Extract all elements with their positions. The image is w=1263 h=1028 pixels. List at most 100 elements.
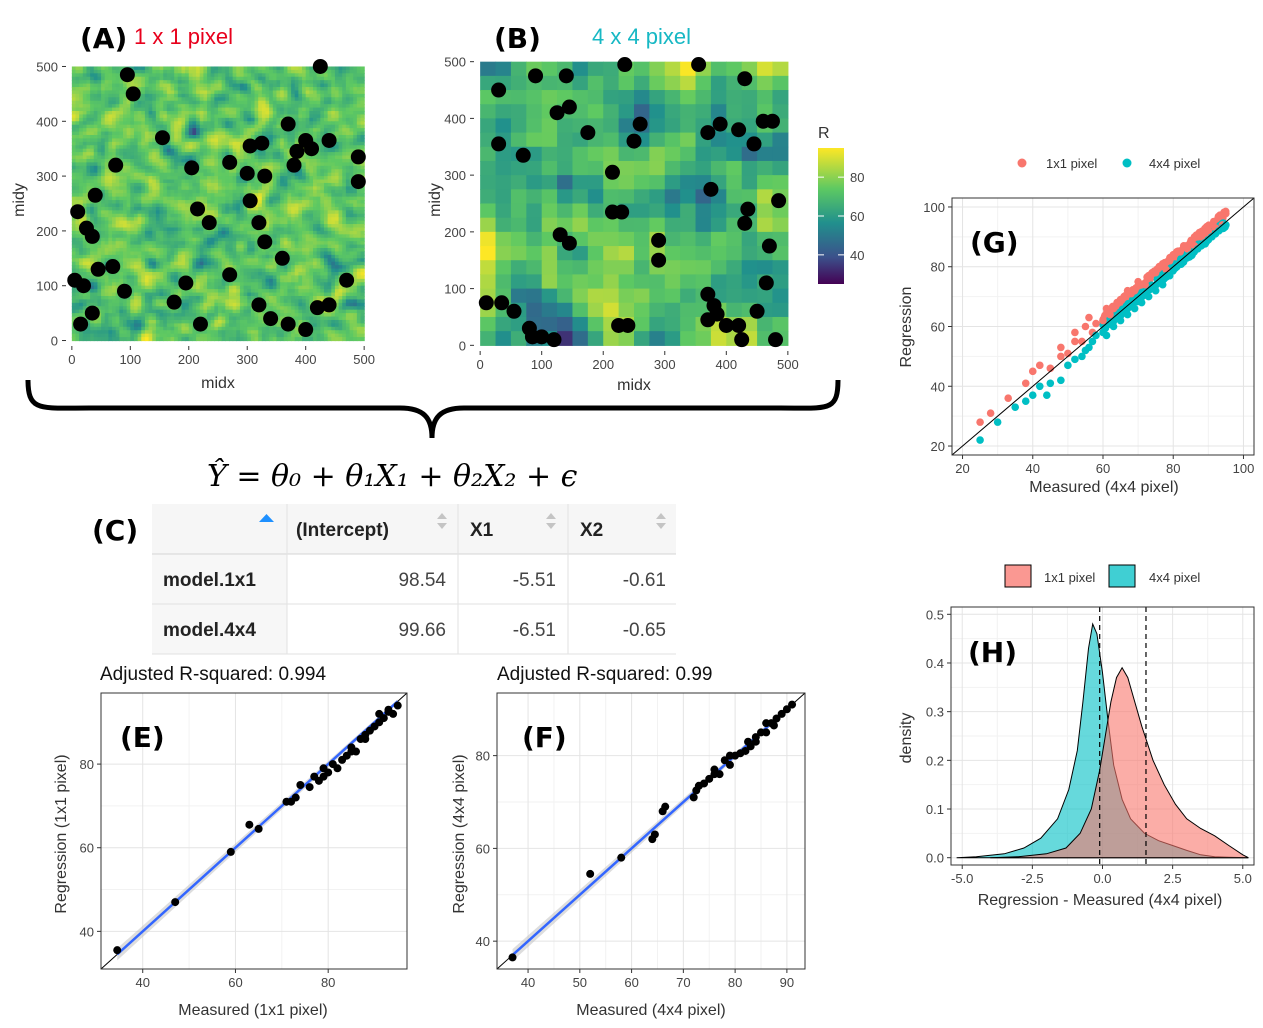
heat-cell [320, 158, 325, 163]
heat-cell [163, 73, 168, 78]
heat-cell [130, 141, 135, 146]
heat-cell [356, 220, 362, 225]
heat-cell [71, 248, 77, 253]
heat-cell [360, 104, 365, 109]
heat-cell [305, 224, 310, 229]
heat-cell [247, 206, 252, 211]
heat-cell [104, 196, 109, 201]
heat-cell [71, 193, 77, 198]
heat-cell [166, 224, 172, 229]
heat-cell [185, 237, 190, 242]
heat-cell [353, 83, 358, 88]
heat-cell [170, 179, 175, 184]
heat-cell [137, 254, 142, 259]
heat-cell [152, 93, 157, 98]
heat-cell [86, 66, 91, 71]
heat-cell [163, 93, 168, 98]
heat-cell [108, 93, 113, 98]
heat-cell [356, 261, 362, 266]
heat-cell [218, 213, 223, 218]
heat-cell [137, 162, 142, 167]
heat-cell [247, 237, 252, 242]
heat-cell [247, 162, 252, 167]
heat-cell [177, 196, 183, 201]
heat-cell [261, 158, 267, 163]
heat-cell [126, 213, 131, 218]
heat-cell [126, 80, 131, 85]
heat-cell [258, 158, 263, 163]
heat-cell [115, 124, 120, 129]
heat-cell [170, 66, 175, 71]
heat-cell [269, 268, 274, 273]
heat-cell [174, 182, 179, 187]
heat-cell [302, 265, 307, 270]
heat-cell [126, 189, 131, 194]
heat-cell [148, 244, 153, 249]
heat-cell [188, 193, 194, 198]
heat-cell [188, 138, 194, 143]
heat-cell [261, 196, 267, 201]
heat-cell [334, 162, 340, 167]
heat-cell [144, 107, 150, 112]
heat-cell [112, 193, 117, 198]
heat-cell [181, 138, 186, 143]
heat-cell [207, 206, 212, 211]
heat-cell [254, 265, 259, 270]
heat-cell [269, 254, 274, 259]
heat-cell [305, 128, 310, 133]
heat-cell [239, 248, 245, 253]
heat-cell [144, 114, 150, 119]
heat-cell [185, 261, 190, 266]
heat-cell [115, 73, 120, 78]
heat-cell [218, 141, 223, 146]
heat-cell [309, 275, 314, 280]
heat-cell [101, 76, 106, 81]
heat-cell [228, 107, 234, 112]
heat-cell [119, 241, 124, 246]
heat-cell [221, 87, 226, 92]
heat-cell [327, 193, 332, 198]
heat-cell [166, 111, 172, 116]
heat-cell [323, 251, 329, 256]
heat-cell [123, 210, 128, 215]
heat-cell [247, 121, 252, 126]
heat-cell [298, 244, 303, 249]
heat-cell [155, 66, 161, 71]
heat-cell [196, 186, 201, 191]
heat-cell [170, 182, 175, 187]
heat-cell [170, 169, 175, 174]
heat-cell [148, 158, 153, 163]
heat-cell [203, 83, 208, 88]
heat-cell [152, 203, 157, 208]
heat-cell [254, 76, 259, 81]
heat-cell [119, 124, 124, 129]
heat-cell [75, 152, 80, 157]
heat-cell [152, 124, 157, 129]
heat-cell [207, 87, 212, 92]
heat-cell [177, 128, 183, 133]
heat-cell [283, 182, 289, 187]
heat-cell [247, 93, 252, 98]
heat-cell [115, 189, 120, 194]
heat-cell [163, 268, 168, 273]
heat-cell [82, 148, 88, 153]
heat-cell [188, 237, 194, 242]
heat-cell [276, 111, 281, 116]
heat-cell [261, 97, 267, 102]
heat-cell [86, 138, 91, 143]
heat-cell [283, 114, 289, 119]
heat-cell [126, 128, 131, 133]
heat-cell [141, 90, 146, 95]
heat-cell [133, 254, 139, 259]
heat-cell [159, 272, 164, 277]
heat-cell [97, 165, 102, 170]
heat-cell [207, 261, 212, 266]
heat-cell [123, 162, 128, 167]
heat-cell [163, 111, 168, 116]
heat-cell [345, 97, 351, 102]
heat-cell [349, 172, 354, 177]
heat-cell [302, 254, 307, 259]
heat-cell [177, 227, 183, 232]
heat-cell [93, 148, 99, 153]
heat-cell [221, 217, 226, 222]
